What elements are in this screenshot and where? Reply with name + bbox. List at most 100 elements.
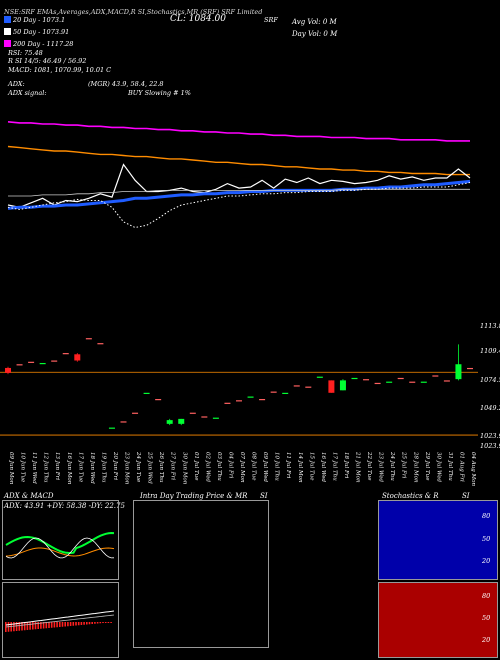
macd-label: MACD: 1081, 1070.99, 10.01 C <box>8 66 112 74</box>
adx-macd-title: ADX & MACD <box>4 492 54 500</box>
date-tick-label: 18 Jun Wed <box>89 452 95 484</box>
macd-histogram-bar <box>42 622 45 629</box>
intraday-title: Intra Day Trading Price & MR <box>140 492 248 500</box>
date-tick-label: 17 Jul Thu <box>331 452 337 481</box>
candle-body <box>16 364 23 366</box>
date-tick-label: 31 Jul Thu <box>447 452 453 481</box>
candle-body <box>189 412 196 414</box>
date-tick-label: 24 Jul Thu <box>389 451 395 481</box>
macd-histogram-bar <box>83 622 85 625</box>
date-tick-label: 17 Jun Tue <box>77 452 83 483</box>
day-volume: Day Vol: 0 M <box>292 30 338 38</box>
date-tick-label: 30 Jul Wed <box>435 452 441 482</box>
ma200-swatch <box>4 40 11 47</box>
date-tick-label: 22 Jul Tue <box>366 451 372 481</box>
candle-body <box>247 396 254 398</box>
date-tick-label: 11 Jul Fri <box>285 452 291 478</box>
adx-values: (MGR) 43.9, 58.4, 22.8 <box>88 80 164 88</box>
rsi-panel <box>378 582 498 658</box>
date-tick-label: 29 Jul Tue <box>424 451 430 481</box>
date-tick-label: 18 Jul Fri <box>343 452 349 478</box>
macd-histogram-bar <box>26 622 29 630</box>
candle-body <box>155 399 162 401</box>
macd-histogram-bar <box>75 622 77 626</box>
candle-body <box>328 380 335 393</box>
adx-readout: ADX: 43.91 +DY: 58.38 -DY: 22.75 <box>4 502 125 510</box>
candle-body <box>467 367 473 370</box>
candle-body <box>120 421 127 423</box>
date-tick-label: 19 Jun Thu <box>100 452 106 483</box>
price-tick: 1113.88 <box>480 322 500 330</box>
candle-body <box>282 392 289 394</box>
macd-histogram-bar <box>102 622 104 623</box>
candle-body <box>212 417 219 419</box>
candle-body <box>178 418 185 424</box>
date-tick-label: 10 Jul Thu <box>274 452 280 481</box>
ticker-blurb: SRF <box>264 16 278 24</box>
macd-histogram-bar <box>5 622 7 632</box>
candle-body <box>224 402 231 404</box>
stoch-tick: 50 <box>482 535 491 543</box>
date-tick-label: 04 Jul Fri <box>227 452 233 478</box>
date-tick-label: 16 Jul Wed <box>320 452 326 482</box>
avg-volume: Avg Vol: 0 M <box>292 18 337 26</box>
date-tick-label: 08 Jul Tue <box>251 452 257 481</box>
macd-histogram-bar <box>45 622 48 629</box>
ma200-label: 200 Day - 1117.28 <box>4 40 73 48</box>
macd-histogram-bar <box>96 622 99 624</box>
candle-body <box>455 364 462 380</box>
candle-body <box>443 380 450 382</box>
macd-histogram-bar <box>77 622 80 626</box>
macd-histogram-bar <box>23 622 26 631</box>
date-tick-label: 13 Jun Fri <box>54 452 60 480</box>
macd-histogram-bar <box>72 622 75 626</box>
macd-histogram-bar <box>56 622 58 628</box>
stoch-panel <box>378 500 498 580</box>
date-tick-label: 23 Jun Mon <box>124 451 130 485</box>
candle-body <box>236 400 242 402</box>
candle-body <box>316 376 323 378</box>
series-line-200-day <box>7 121 470 142</box>
date-tick-label: 20 Jun Fri <box>112 451 118 480</box>
adx-plus-di-line <box>5 531 115 555</box>
ma20-label: 20 Day - 1073.1 <box>4 16 65 24</box>
stoch-title-suffix: SI <box>462 492 470 500</box>
date-tick-label: 26 Jun Thu <box>158 451 164 483</box>
price-tick: 1109.43 <box>480 347 500 355</box>
candle-body <box>339 380 346 391</box>
candle-body <box>386 381 393 383</box>
candle-body <box>409 381 416 383</box>
candle-body <box>432 375 439 377</box>
candle-body <box>74 354 81 361</box>
dotted-indicator-line <box>7 182 471 229</box>
macd-histogram-bar <box>34 622 37 630</box>
close-price: CL: 1084.00 <box>170 14 226 24</box>
date-tick-label: 25 Jul Fri <box>401 451 407 478</box>
date-tick-label: 24 Jun Tue <box>135 451 141 483</box>
date-tick-label: 25 Jun Wed <box>147 451 153 484</box>
series-line-close <box>7 163 471 208</box>
intraday-panel <box>133 500 269 648</box>
rsi-label: RSI: 75.48 <box>8 49 43 57</box>
macd-signal-line <box>5 614 115 628</box>
date-tick-label: 16 Jun Mon <box>66 452 72 485</box>
date-tick-label: 09 Jun Mon <box>8 452 14 485</box>
candle-body <box>166 420 173 424</box>
candle-body <box>374 382 381 385</box>
stoch-tick: 80 <box>482 512 491 520</box>
date-tick-label: 10 Jun Tue <box>20 452 26 483</box>
macd-histogram-bar <box>50 622 53 628</box>
macd-histogram-bar <box>15 622 18 631</box>
signal-text: BUY Slowing # 1% <box>128 89 191 97</box>
price-tick: 1023.96 <box>480 432 500 440</box>
date-tick-label: 01 Jul Tue <box>193 452 199 481</box>
candle-body <box>97 343 104 345</box>
adx-label: ADX: <box>8 80 25 88</box>
candle-body <box>108 427 115 429</box>
macd-histogram-bar <box>18 622 21 631</box>
candle-body <box>143 392 150 394</box>
header-topline: NSE:SRF EMAs,Averages,ADX,MACD,R SI,Stoc… <box>4 8 263 16</box>
date-tick-label: 23 Jul Wed <box>378 451 384 482</box>
orange-average-line <box>7 145 470 176</box>
candle-body <box>259 399 266 401</box>
